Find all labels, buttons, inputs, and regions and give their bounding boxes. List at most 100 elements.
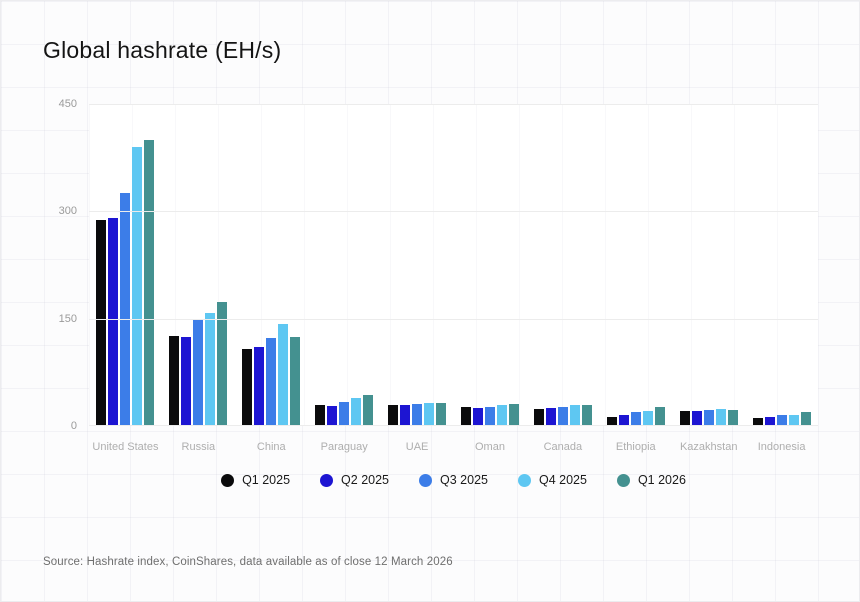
bar (412, 404, 423, 426)
x-axis-label: United States (92, 441, 159, 453)
bar (351, 398, 362, 426)
bar (242, 349, 253, 426)
bar (630, 412, 641, 426)
bar (400, 405, 411, 426)
bar-group-oman (454, 104, 527, 426)
bar (691, 411, 702, 426)
bar (339, 402, 350, 426)
bar (205, 313, 216, 426)
x-axis-label: Canada (543, 441, 583, 453)
legend-label: Q3 2025 (440, 473, 488, 487)
x-axis-label: Indonesia (757, 441, 806, 453)
bar (169, 336, 180, 426)
bar (290, 337, 301, 426)
bar-group-indonesia (745, 104, 818, 426)
bar (533, 409, 544, 426)
legend-label: Q2 2025 (341, 473, 390, 487)
bar (315, 405, 326, 426)
legend-dot-icon (517, 473, 531, 487)
legend-item: Q3 2025 (419, 473, 488, 487)
bar (715, 409, 726, 426)
bar (424, 403, 435, 426)
bar-group-canada (526, 104, 599, 426)
bar (363, 395, 374, 426)
y-gridline (89, 211, 818, 213)
bar (496, 405, 507, 426)
bar (181, 337, 192, 426)
bar-group-ethiopia (599, 104, 672, 426)
bar (193, 320, 204, 426)
x-axis-label: UAE (405, 441, 429, 453)
bar (388, 405, 399, 426)
legend-label: Q1 2025 (242, 473, 291, 487)
x-axis-label: China (256, 441, 286, 453)
bar (557, 407, 568, 426)
bar-group-china (235, 104, 308, 426)
bar (327, 406, 338, 426)
bar (144, 140, 155, 426)
bar-group-russia (162, 104, 235, 426)
bar (752, 418, 763, 426)
y-tick-label: 0 (70, 420, 77, 432)
bar (569, 405, 580, 426)
bar (472, 408, 483, 426)
legend-item: Q2 2025 (320, 473, 389, 487)
bar (679, 411, 690, 426)
legend-dot-icon (419, 473, 433, 487)
bar (654, 407, 665, 426)
bar-group-uae (381, 104, 454, 426)
bar (800, 412, 811, 426)
y-axis: 0 150 300 450 (31, 98, 81, 432)
legend-label: Q1 2026 (637, 473, 686, 487)
bar (436, 403, 447, 426)
bar (108, 218, 119, 426)
bar (764, 417, 775, 426)
source-note: Source: Hashrate index, CoinShares, data… (43, 556, 453, 568)
x-axis-label: Russia (181, 441, 216, 453)
x-axis-label: Ethiopia (615, 441, 656, 453)
bar (278, 324, 289, 426)
bar-group-paraguay (308, 104, 381, 426)
legend-label: Q4 2025 (538, 473, 587, 487)
bar (217, 302, 228, 426)
x-axis-labels: United States Russia China Paraguay UAE Oman C… (89, 441, 818, 453)
bar (120, 193, 131, 426)
y-tick-label: 300 (58, 205, 77, 218)
bar-group-kazakhstan (672, 104, 745, 426)
x-axis-label: Kazakhstan (679, 441, 738, 453)
chart-title: Global hashrate (EH/s) (43, 37, 282, 63)
bar (96, 220, 107, 426)
bar (545, 408, 556, 426)
legend-dot-icon (221, 473, 235, 487)
legend-dot-icon (616, 473, 630, 487)
legend-item: Q4 2025 (517, 473, 587, 487)
bar (776, 415, 787, 426)
y-gridline (89, 318, 818, 320)
bar (642, 411, 653, 426)
legend-item: Q1 2025 (221, 473, 290, 487)
y-gridline (89, 425, 818, 426)
bar (508, 404, 519, 426)
bar (266, 338, 277, 426)
y-tick-label: 150 (58, 312, 77, 325)
legend-item: Q1 2026 (616, 473, 686, 487)
legend: Q1 2025 Q2 2025 Q3 2025 Q4 2025 Q1 2026 (89, 473, 818, 487)
plot-area (89, 104, 818, 426)
bar (618, 415, 629, 426)
bar (703, 410, 714, 426)
bar (788, 415, 799, 426)
bar-group-united-states (89, 104, 162, 426)
legend-dot-icon (320, 473, 334, 487)
bar (254, 347, 265, 426)
bar (484, 407, 495, 426)
y-tick-label: 450 (58, 98, 77, 110)
bar-groups-container (89, 104, 818, 426)
bar (460, 407, 471, 426)
bar (606, 417, 617, 426)
x-axis-label: Oman (475, 441, 505, 453)
bar (581, 405, 592, 426)
x-axis-label: Paraguay (320, 441, 368, 453)
bar (727, 410, 738, 426)
y-gridline (89, 104, 818, 105)
bar (132, 147, 143, 426)
